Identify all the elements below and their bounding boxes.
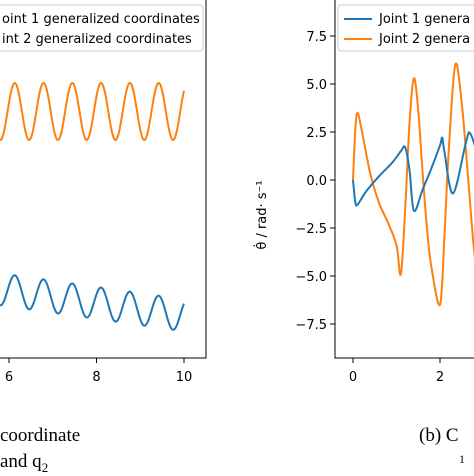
right-caption-line2: 1	[459, 452, 465, 466]
left-caption-line2: and q2	[0, 451, 48, 476]
left-caption-line1: coordinate	[0, 425, 81, 446]
left-xtick-label: 8	[92, 370, 100, 385]
right-ytick-label: −2.5	[295, 222, 327, 237]
right-legend-label-joint1: Joint 1 genera	[378, 12, 470, 27]
right-legend-box	[337, 4, 474, 52]
left-legend-box	[0, 4, 204, 52]
joint2-velocity-line	[352, 62, 474, 307]
right-ylabel: θ̇ / rad· s⁻¹	[254, 180, 270, 249]
left-xtick-label: 6	[5, 370, 13, 385]
left-caption-prefix: and q	[0, 451, 42, 472]
joint1-coordinates-line	[0, 274, 185, 331]
right-ytick-label: 0.0	[306, 174, 327, 189]
left-chart-panel: 6 8 10 oint 1 generalized coordinates int 2 …	[0, 0, 207, 385]
right-ytick-label: −7.5	[295, 318, 327, 333]
joint2-coordinates-line	[0, 81, 185, 142]
left-legend-label-joint1: oint 1 generalized coordinates	[2, 12, 200, 27]
right-ytick-label: −5.0	[295, 270, 327, 285]
left-caption-subscript: 2	[41, 459, 49, 475]
left-legend-label-joint2: int 2 generalized coordinates	[2, 32, 192, 47]
right-caption-line1: (b) C	[419, 425, 459, 446]
right-ytick-label: 5.0	[306, 78, 327, 93]
left-xtick-label: 10	[176, 370, 193, 385]
right-legend-label-joint2: Joint 2 genera	[378, 32, 470, 47]
joint1-velocity-line	[352, 131, 474, 213]
right-xtick-label: 0	[349, 370, 357, 385]
right-ytick-label: 2.5	[306, 126, 327, 141]
right-chart-panel: −7.5 −5.0 −2.5 0.0 2.5 5.0 7.5 0 2 θ̇ / rad· s⁻¹ J…	[254, 0, 474, 385]
right-xtick-label: 2	[436, 370, 444, 385]
left-axes-frame	[0, 0, 207, 359]
right-ytick-label: 7.5	[306, 30, 327, 45]
right-axes-frame	[334, 0, 474, 359]
